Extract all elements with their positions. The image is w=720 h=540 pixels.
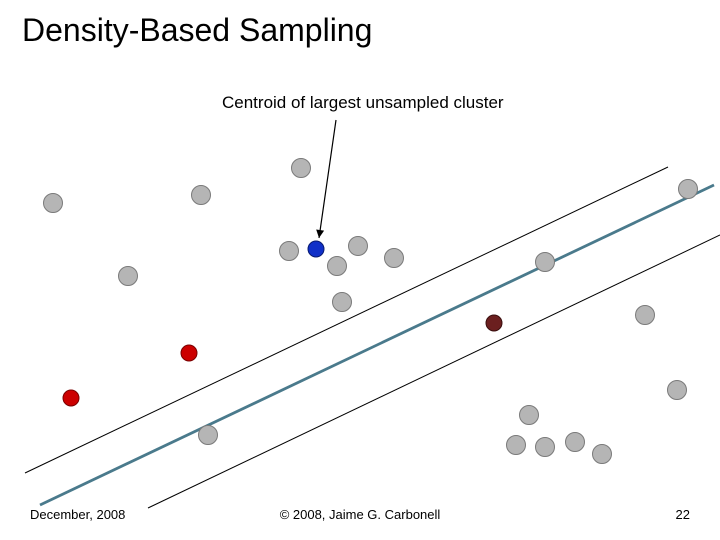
data-point-unlabeled — [636, 306, 655, 325]
decision-lines — [25, 167, 720, 508]
slide-title: Density-Based Sampling — [22, 12, 372, 49]
data-point-centroid — [308, 241, 324, 257]
data-point-unlabeled — [280, 242, 299, 261]
data-point-unlabeled — [333, 293, 352, 312]
boundary-line — [40, 185, 714, 505]
data-point-unlabeled — [44, 194, 63, 213]
arrow-head-icon — [316, 230, 324, 238]
data-point-unlabeled — [292, 159, 311, 178]
centroid-annotation: Centroid of largest unsampled cluster — [222, 93, 504, 113]
data-point-unlabeled — [119, 267, 138, 286]
darkred-points-group — [486, 315, 502, 331]
data-point-unlabeled — [328, 257, 347, 276]
red-points-group — [63, 345, 197, 406]
boundary-line — [148, 235, 720, 508]
blue-points-group — [308, 241, 324, 257]
footer-copyright: © 2008, Jaime G. Carbonell — [0, 507, 720, 522]
data-point-unlabeled — [679, 180, 698, 199]
arrow-pointer — [316, 120, 336, 238]
data-point-unlabeled — [536, 438, 555, 457]
data-point-unlabeled — [593, 445, 612, 464]
data-point-unlabeled — [668, 381, 687, 400]
data-point-unlabeled — [199, 426, 218, 445]
data-point-unlabeled — [520, 406, 539, 425]
data-point-red — [63, 390, 79, 406]
data-point-red — [181, 345, 197, 361]
data-point-unlabeled — [349, 237, 368, 256]
slide: { "title": { "text": "Density-Based Samp… — [0, 0, 720, 540]
data-point-unlabeled — [385, 249, 404, 268]
data-point-darkred — [486, 315, 502, 331]
scatter-diagram — [0, 0, 720, 540]
footer-page-number: 22 — [676, 507, 690, 522]
boundary-line — [25, 167, 668, 473]
data-point-unlabeled — [566, 433, 585, 452]
data-point-unlabeled — [507, 436, 526, 455]
arrow-line — [319, 120, 336, 238]
data-point-unlabeled — [536, 253, 555, 272]
data-point-unlabeled — [192, 186, 211, 205]
